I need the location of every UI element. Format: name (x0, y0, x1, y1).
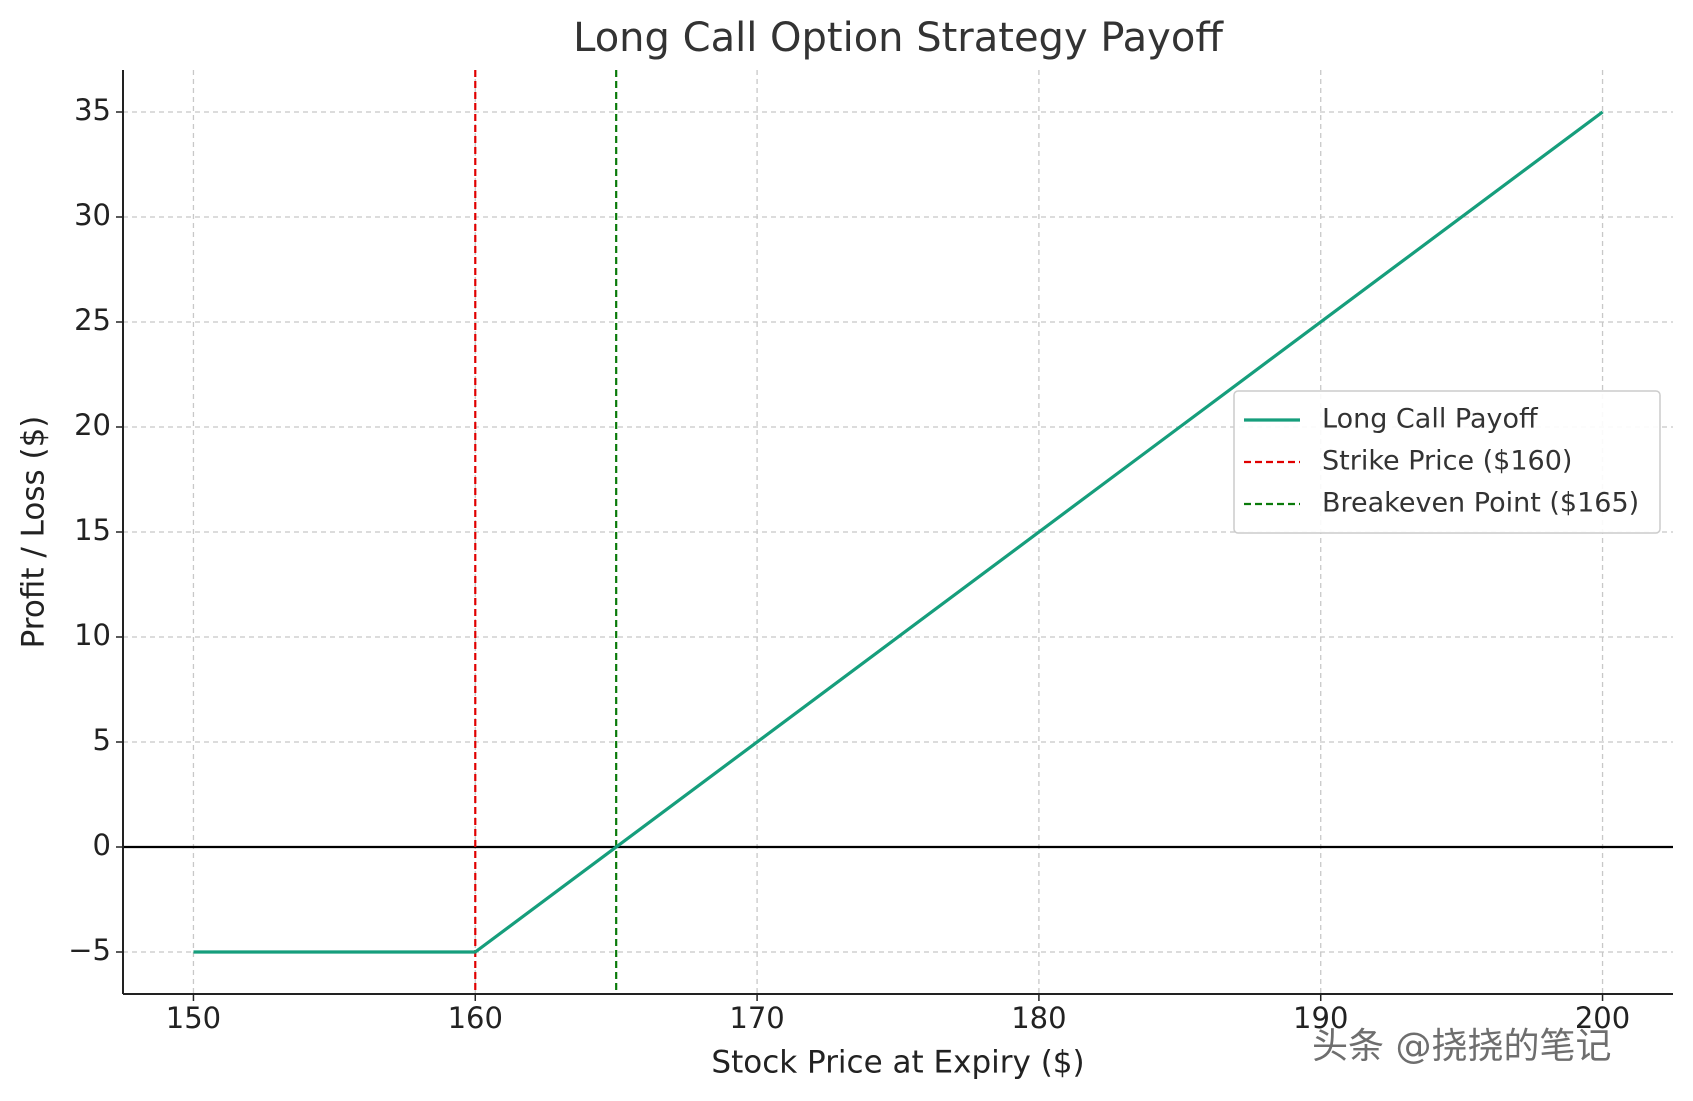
x-tick-label: 180 (1011, 1001, 1066, 1035)
x-tick-label: 200 (1575, 1001, 1630, 1035)
legend-box (1233, 390, 1661, 534)
legend-label: Breakeven Point ($165) (1322, 488, 1639, 519)
y-axis-label: Profit / Loss ($) (16, 416, 52, 649)
x-tick-label: 170 (729, 1001, 784, 1035)
watermark: 头条 @挠挠的笔记 (1312, 1026, 1611, 1067)
x-tick-label: 160 (448, 1001, 503, 1035)
y-tick-label: 30 (74, 198, 111, 232)
legend-label: Strike Price ($160) (1322, 446, 1572, 477)
line-series (193, 110, 1604, 954)
x-tick-label: 150 (166, 1001, 221, 1035)
y-tick-label: 25 (74, 303, 111, 337)
y-tick-label: 35 (74, 93, 111, 127)
y-tick-label: 5 (93, 723, 111, 757)
x-axis-label: Stock Price at Expiry ($) (711, 1045, 1084, 1081)
chart-title: Long Call Option Strategy Payoff (573, 15, 1224, 61)
y-tick-label: 10 (74, 618, 111, 652)
legend-label: Long Call Payoff (1322, 404, 1539, 435)
legend: Long Call Payoff Strike Price ($160) Break… (1233, 390, 1661, 534)
y-tick-label: 20 (74, 408, 111, 442)
y-tick-label: −5 (68, 933, 111, 967)
y-tick-label: 0 (93, 828, 111, 862)
y-tick-label: 15 (74, 513, 111, 547)
x-tick-label: 190 (1293, 1001, 1348, 1035)
